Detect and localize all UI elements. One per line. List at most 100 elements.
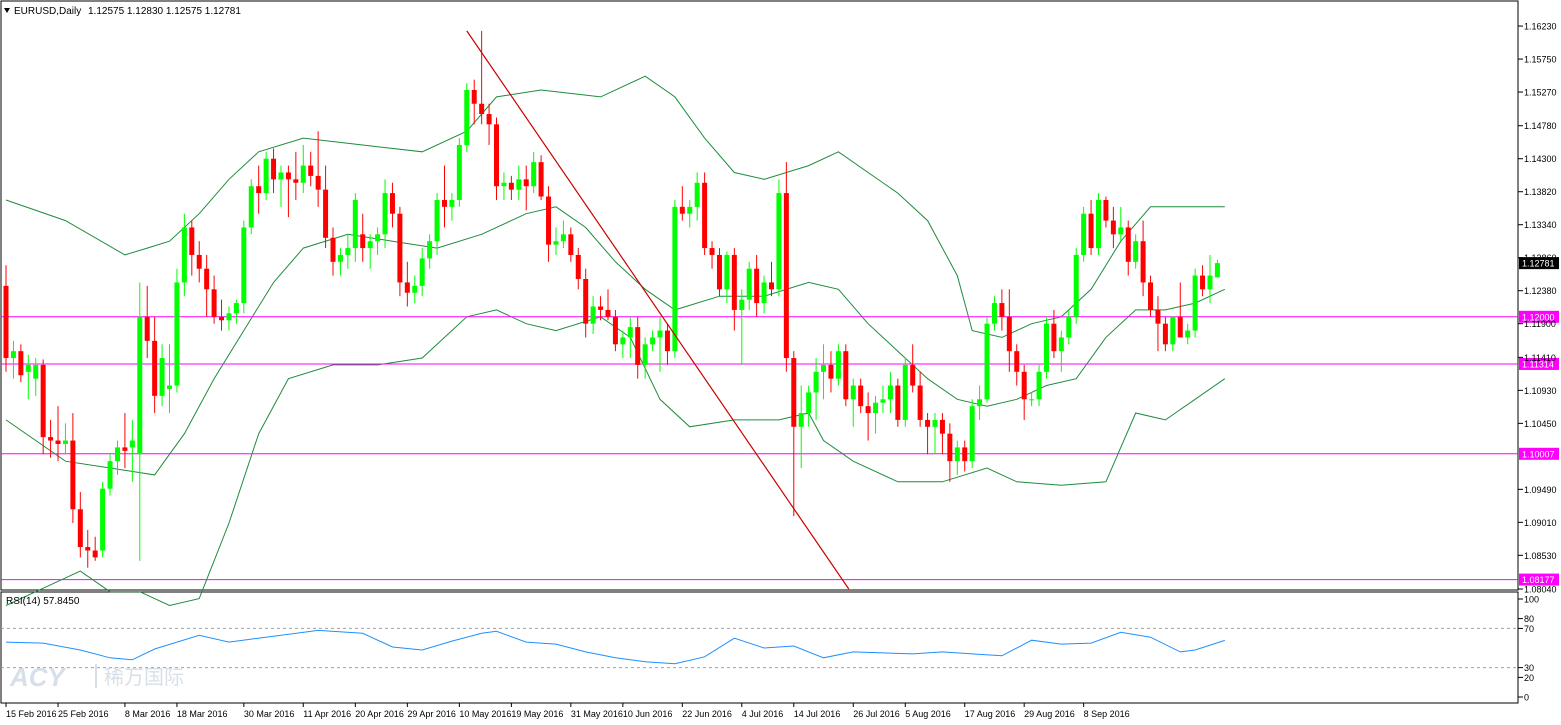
symbol-label: EURUSD,Daily	[14, 6, 81, 17]
bull-candle	[813, 371, 819, 393]
bull-candle	[1043, 323, 1049, 372]
bull-candle	[1207, 275, 1213, 290]
bear-candle	[3, 285, 9, 359]
trend-line	[466, 30, 850, 590]
bear-candle	[219, 316, 225, 321]
bear-candle	[612, 316, 618, 345]
bear-candle	[479, 103, 485, 115]
bear-candle	[939, 419, 945, 434]
bear-candle	[196, 254, 202, 269]
watermark-brand: ACY	[9, 662, 68, 692]
bull-candle	[100, 488, 106, 551]
bull-candle	[984, 323, 990, 400]
price-tick-label: 1.08530	[1524, 551, 1557, 561]
bear-candle	[323, 189, 329, 238]
bear-candle	[285, 172, 291, 180]
bull-candle	[501, 182, 507, 187]
bull-candle	[1073, 254, 1079, 317]
bear-candle	[783, 193, 789, 359]
bull-candle	[25, 364, 31, 372]
bull-candle	[167, 385, 173, 389]
bear-candle	[910, 364, 916, 386]
bull-candle	[969, 406, 975, 462]
bull-candle	[241, 227, 247, 304]
bear-candle	[389, 193, 395, 214]
rsi-line	[5, 629, 1225, 665]
bear-candle	[315, 175, 321, 190]
bull-candle	[516, 179, 522, 190]
bull-candle	[412, 285, 418, 293]
bull-candle	[464, 89, 470, 145]
date-tick-label: 8 Sep 2016	[1084, 709, 1130, 719]
bear-candle	[330, 237, 336, 262]
bear-candle	[360, 234, 366, 249]
bear-candle	[1148, 282, 1154, 310]
bull-candle	[560, 234, 566, 242]
bull-candle	[1170, 316, 1176, 345]
bull-candle	[456, 144, 462, 200]
bear-candle	[441, 199, 447, 207]
bear-candle	[828, 364, 834, 379]
bear-candle	[1051, 323, 1057, 352]
bull-candle	[977, 399, 983, 407]
bear-candle	[471, 89, 477, 104]
bear-candle	[895, 385, 901, 420]
bull-candle	[806, 392, 812, 414]
bull-candle	[337, 254, 343, 262]
bull-candle	[850, 385, 856, 400]
bull-candle	[1081, 213, 1087, 255]
bull-candle	[991, 303, 997, 324]
price-tick-label: 1.14300	[1524, 154, 1557, 164]
rsi-panel[interactable]	[0, 591, 1519, 704]
watermark: ACY 稀万国际	[9, 662, 184, 692]
bull-candle	[761, 282, 767, 304]
bear-candle	[999, 303, 1005, 317]
bear-candle	[77, 509, 83, 548]
date-tick-label: 17 Aug 2016	[965, 709, 1016, 719]
bull-candle	[694, 182, 700, 207]
horizontal-level-tag	[1519, 447, 1559, 460]
bear-candle	[679, 206, 685, 214]
date-tick-label: 22 Jun 2016	[682, 709, 732, 719]
bear-candle	[1125, 227, 1131, 262]
bull-candle	[642, 344, 648, 365]
current-price-tag	[1519, 257, 1559, 270]
bear-candle	[293, 179, 299, 183]
bear-candle	[791, 358, 797, 427]
bear-candle	[858, 385, 864, 407]
bull-candle	[835, 351, 841, 379]
bull-candle	[129, 440, 135, 448]
price-tick-label: 1.16230	[1524, 22, 1557, 32]
bull-candle	[1036, 371, 1042, 400]
bull-candle	[873, 402, 879, 414]
bull-candle	[107, 461, 113, 489]
bull-candle	[226, 313, 232, 321]
date-tick-label: 14 Jul 2016	[794, 709, 841, 719]
bull-candle	[434, 199, 440, 242]
horizontal-level-tag	[1519, 573, 1559, 586]
bull-candle	[449, 199, 455, 207]
date-tick-label: 29 Aug 2016	[1024, 709, 1075, 719]
bear-candle	[768, 282, 774, 290]
ohlc-values: 1.12575 1.12830 1.12575 1.12781	[88, 6, 241, 17]
bear-candle	[575, 254, 581, 280]
date-tick-label: 8 Mar 2016	[125, 709, 171, 719]
price-panel[interactable]	[0, 0, 1519, 591]
bear-candle	[1110, 220, 1116, 235]
bear-candle	[1140, 241, 1146, 283]
dropdown-triangle-icon[interactable]	[4, 8, 10, 13]
bear-candle	[605, 309, 611, 317]
bear-candle	[731, 254, 737, 310]
rsi-tick-label: 30	[1524, 663, 1534, 673]
horizontal-level-label: 1.10007	[1522, 449, 1555, 459]
bull-candle	[1192, 275, 1198, 331]
bull-candle	[590, 306, 596, 324]
price-tick-label: 1.14780	[1524, 121, 1557, 131]
bear-candle	[598, 306, 604, 310]
bull-candle	[1214, 263, 1220, 278]
bear-candle	[204, 268, 210, 290]
price-tick-label: 1.12380	[1524, 286, 1557, 296]
bear-candle	[189, 227, 195, 255]
price-tick-label: 1.10450	[1524, 419, 1557, 429]
